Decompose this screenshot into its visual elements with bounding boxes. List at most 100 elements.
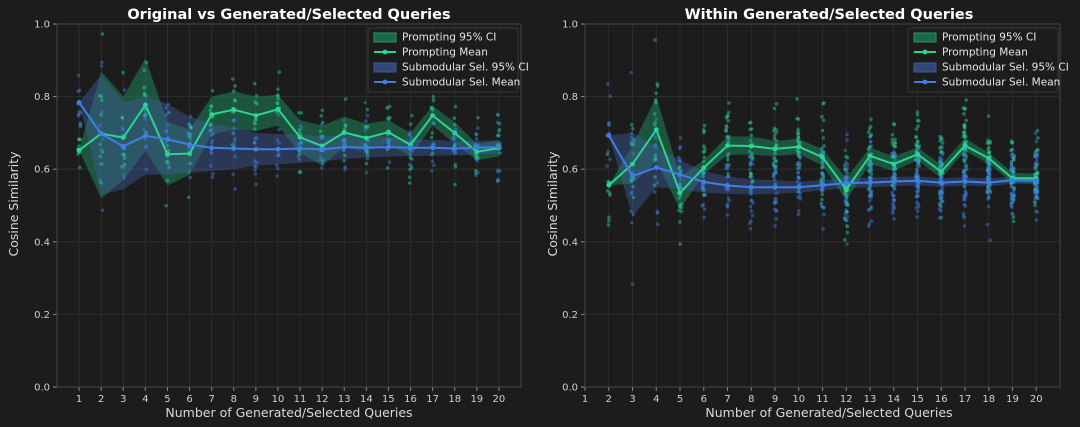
prompting-sample-dot (987, 145, 991, 150)
submodular-sample-dot (869, 195, 873, 200)
x-tick-label: 14 (887, 394, 900, 405)
prompting-sample-dot (772, 126, 777, 130)
submodular-mean-point (408, 145, 413, 151)
submodular-sample-dot (1009, 202, 1014, 206)
submodular-sample-dot (165, 123, 170, 127)
prompting-mean-line (78, 103, 500, 156)
submodular-sample-dot (122, 176, 126, 180)
prompting-sample-dot (845, 155, 850, 160)
prompting-sample-dot (233, 84, 237, 88)
prompting-sample-dot (938, 191, 942, 196)
submodular-mean-point (630, 173, 635, 179)
submodular-sample-dot (915, 159, 920, 164)
prompting-sample-dot (774, 102, 779, 106)
prompting-sample-dot (917, 119, 921, 123)
prompting-mean-point (986, 155, 992, 161)
submodular-sample-dot (342, 137, 347, 142)
submodular-sample-dot (796, 136, 801, 141)
submodular-sample-dot (1011, 194, 1016, 198)
submodular-sample-dot (938, 160, 943, 164)
prompting-sample-dot (298, 170, 303, 174)
legend-submodular-mean-label: Submodular Sel. Mean (402, 77, 520, 89)
submodular-sample-dot (498, 169, 502, 173)
submodular-sample-dot (233, 154, 237, 159)
prompting-sample-dot (99, 162, 103, 166)
prompting-sample-dot (963, 135, 967, 140)
prompting-sample-dot (233, 98, 237, 102)
prompting-sample-dot (868, 159, 872, 163)
submodular-sample-dot (631, 212, 635, 216)
prompting-sample-dot (319, 134, 324, 139)
submodular-sample-dot (1033, 161, 1038, 166)
submodular-sample-dot (678, 177, 683, 182)
prompting-sample-dot (962, 184, 966, 188)
submodular-sample-dot (209, 149, 213, 154)
prompting-sample-dot (632, 138, 636, 142)
submodular-sample-dot (985, 165, 990, 170)
submodular-sample-dot (703, 193, 707, 197)
prompting-sample-dot (962, 129, 967, 134)
prompting-sample-dot (321, 120, 325, 125)
prompting-sample-dot (629, 140, 634, 144)
submodular-sample-dot (940, 152, 945, 157)
prompting-mean-point (962, 143, 968, 149)
submodular-sample-dot (607, 123, 611, 127)
submodular-sample-dot (407, 162, 412, 167)
prompting-sample-dot (820, 161, 825, 165)
x-tick-label: 7 (724, 394, 730, 405)
prompting-sample-dot (364, 161, 369, 166)
submodular-sample-dot (725, 213, 730, 217)
submodular-mean-point (120, 143, 126, 149)
submodular-mean-point (725, 183, 730, 188)
prompting-sample-dot (988, 139, 993, 144)
prompting-sample-dot (822, 144, 826, 148)
prompting-sample-dot (629, 142, 634, 147)
submodular-sample-dot (938, 176, 942, 181)
prompting-sample-dot (299, 111, 304, 115)
prompting-sample-dot (914, 144, 919, 148)
submodular-sample-dot (607, 122, 611, 126)
submodular-sample-dot (1011, 212, 1015, 216)
prompting-sample-dot (631, 184, 635, 189)
prompting-sample-dot (795, 116, 799, 121)
submodular-sample-dot (868, 190, 873, 194)
prompting-sample-dot (821, 174, 826, 179)
prompting-sample-dot (869, 192, 873, 196)
prompting-sample-dot (408, 181, 412, 185)
prompting-sample-dot (987, 150, 992, 154)
prompting-sample-dot (845, 230, 850, 235)
prompting-sample-dot (431, 107, 435, 112)
prompting-sample-dot (678, 169, 683, 173)
prompting-sample-dot (961, 130, 966, 135)
submodular-sample-dot (164, 129, 169, 134)
prompting-sample-dot (987, 188, 992, 193)
prompting-sample-dot (819, 201, 823, 206)
submodular-sample-dot (144, 144, 149, 149)
prompting-sample-dot (701, 171, 706, 176)
prompting-sample-dot (938, 202, 942, 207)
prompting-sample-dot (914, 134, 918, 139)
submodular-sample-dot (678, 194, 682, 198)
submodular-sample-dot (702, 207, 707, 211)
prompting-sample-dot (749, 172, 754, 177)
submodular-sample-dot (252, 159, 257, 163)
submodular-sample-dot (890, 193, 895, 197)
y-tick-label: 1.0 (562, 20, 578, 31)
prompting-sample-dot (988, 176, 992, 180)
submodular-sample-dot (407, 132, 412, 137)
x-tick-label: 8 (748, 394, 754, 405)
prompting-sample-dot (365, 150, 370, 154)
submodular-sample-dot (964, 148, 968, 153)
prompting-sample-dot (940, 137, 944, 141)
prompting-sample-dot (210, 88, 215, 93)
submodular-sample-dot (915, 194, 919, 199)
prompting-sample-dot (749, 133, 754, 138)
submodular-sample-dot (796, 170, 800, 175)
prompting-sample-dot (798, 156, 802, 160)
prompting-sample-dot (914, 173, 918, 177)
prompting-sample-dot (1033, 150, 1038, 154)
submodular-sample-dot (914, 205, 919, 210)
submodular-sample-dot (844, 199, 849, 203)
prompting-sample-dot (1011, 215, 1016, 219)
prompting-sample-dot (773, 166, 777, 170)
